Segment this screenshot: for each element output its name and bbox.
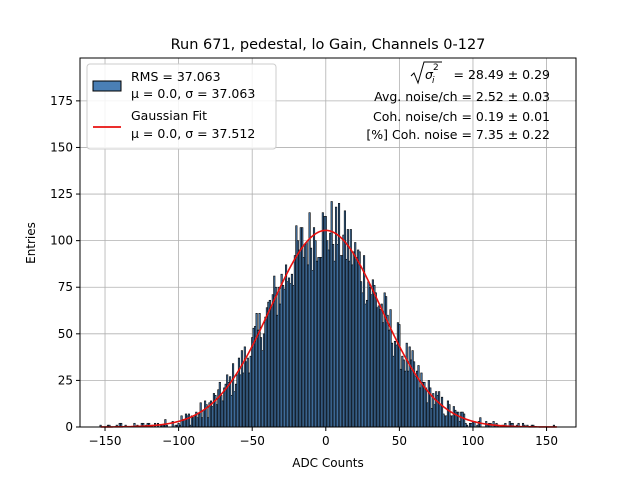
legend-fit-label: Gaussian Fit	[131, 108, 207, 123]
legend-box	[86, 63, 277, 150]
legend-fit-stats: μ = 0.0, σ = 37.512	[131, 126, 255, 141]
sigma-i-symbol: σ 2 i	[410, 61, 442, 86]
x-tick-label: −150	[89, 434, 122, 448]
coh-noise-text: Coh. noise/ch = 0.19 ± 0.01	[373, 109, 550, 124]
y-tick-label: 100	[50, 234, 73, 248]
sigma-i-value: = 28.49 ± 0.29	[454, 67, 551, 82]
chart-title: Run 671, pedestal, lo Gain, Channels 0-1…	[171, 37, 486, 53]
x-tick-label: 0	[322, 434, 330, 448]
plot-frame	[79, 57, 577, 428]
x-axis-ticks: −150 −100 −50 0 50 100 150	[89, 427, 558, 448]
y-tick-label: 0	[65, 420, 73, 434]
y-tick-label: 75	[58, 280, 73, 294]
x-tick-label: −50	[240, 434, 265, 448]
gaussian-fit-curve	[100, 229, 557, 428]
avg-noise-text: Avg. noise/ch = 2.52 ± 0.03	[374, 89, 550, 104]
svg-text:i: i	[432, 76, 435, 86]
legend-histogram-stats: μ = 0.0, σ = 37.063	[131, 86, 255, 101]
noise-annotations: σ 2 i = 28.49 ± 0.29 Avg. noise/ch = 2.5…	[366, 61, 551, 142]
x-tick-label: 100	[462, 434, 485, 448]
y-tick-label: 50	[58, 327, 73, 341]
svg-text:2: 2	[433, 63, 439, 73]
svg-text:σ: σ	[425, 67, 434, 82]
y-tick-label: 150	[50, 140, 73, 154]
legend-histogram-swatch	[92, 80, 122, 92]
y-tick-label: 25	[58, 373, 73, 387]
legend: RMS = 37.063 μ = 0.0, σ = 37.063 Gaussia…	[86, 63, 277, 150]
x-axis-label: ADC Counts	[292, 456, 364, 470]
y-tick-label: 175	[50, 94, 73, 108]
y-tick-label: 125	[50, 187, 73, 201]
grid-lines	[80, 58, 576, 428]
x-tick-label: −100	[162, 434, 195, 448]
y-axis-ticks: 0 25 50 75 100 125 150 175	[50, 94, 80, 434]
y-axis-label: Entries	[24, 222, 38, 264]
legend-histogram-label: RMS = 37.063	[131, 69, 221, 84]
coh-noise-percent-text: [%] Coh. noise = 7.35 ± 0.22	[366, 127, 550, 142]
histogram-bars	[99, 201, 555, 428]
x-tick-label: 150	[535, 434, 558, 448]
x-tick-label: 50	[392, 434, 407, 448]
